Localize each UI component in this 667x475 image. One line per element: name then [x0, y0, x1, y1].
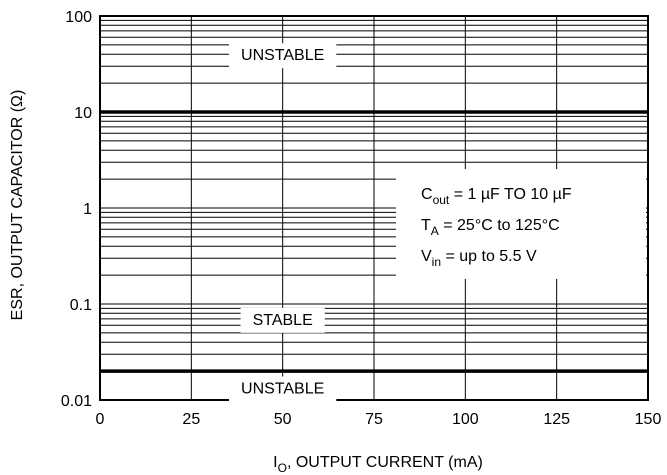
region-label-background [229, 376, 337, 402]
conditions-box: Cout = 1 µF TO 10 µF TA = 25°C to 125°C Vi… [396, 169, 646, 279]
plot-frame [99, 15, 649, 401]
x-tick-label: 0 [96, 411, 105, 428]
region-label: UNSTABLE [241, 47, 324, 64]
y-tick-label: 10 [74, 105, 92, 122]
y-tick-labels: 100 10 1 0.1 0.01 [61, 9, 92, 410]
condition-line: TA = 25°C to 125°C [421, 217, 560, 238]
y-tick-label: 0.1 [70, 297, 92, 314]
conditions-background [396, 169, 646, 279]
region-label-background [229, 43, 337, 69]
region-label-background [240, 307, 325, 333]
x-tick-label: 100 [452, 411, 479, 428]
series-lines [100, 110, 648, 373]
x-tick-label: 75 [365, 411, 383, 428]
condition-line: Cout = 1 µF TO 10 µF [421, 186, 572, 207]
x-tick-label: 50 [274, 411, 292, 428]
y-axis-title: ESR, OUTPUT CAPACITOR (Ω) [9, 90, 26, 321]
y-tick-label: 0.01 [61, 393, 92, 410]
x-tick-label: 150 [635, 411, 662, 428]
y-tick-label: 100 [65, 9, 92, 26]
x-tick-label: 125 [543, 411, 570, 428]
x-tick-labels: 0 25 50 75 100 125 150 [96, 411, 662, 428]
region-label: STABLE [253, 312, 313, 329]
x-axis-title: IO, OUTPUT CURRENT (mA) [273, 454, 483, 475]
x-tick-label: 25 [182, 411, 200, 428]
region-labels: UNSTABLE STABLE UNSTABLE [229, 43, 337, 402]
y-tick-label: 1 [83, 201, 92, 218]
condition-line: Vin = up to 5.5 V [421, 248, 537, 269]
region-label: UNSTABLE [241, 380, 324, 397]
